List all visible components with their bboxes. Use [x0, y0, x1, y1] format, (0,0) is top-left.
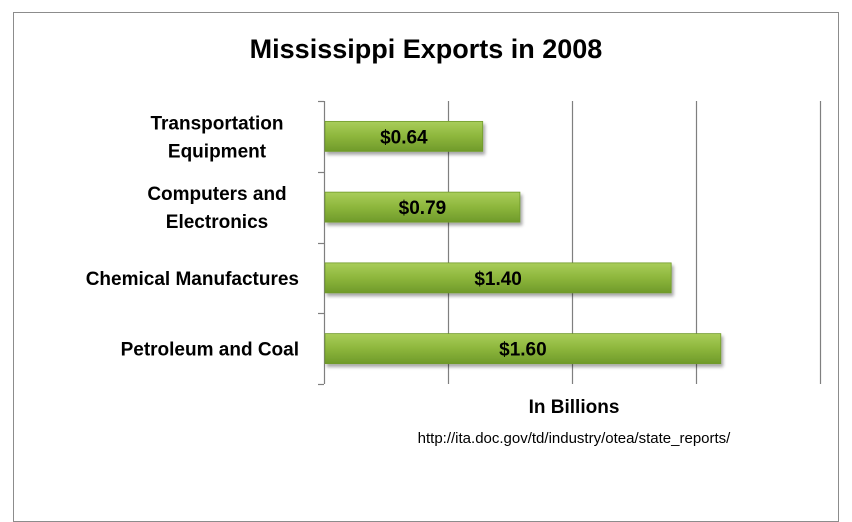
bar [324, 262, 672, 294]
category-label-line: Equipment [168, 141, 267, 162]
category-label-line: Transportation [150, 113, 283, 134]
category-label-line: Chemical Manufactures [86, 269, 299, 290]
category-label: Computers and Electronics [147, 184, 286, 233]
data-label: $0.79 [399, 198, 447, 219]
data-label: $1.40 [474, 269, 522, 290]
data-labels: $0.64 $0.79 $1.40 $1.60 [380, 127, 547, 360]
bar [324, 333, 722, 365]
category-label: Petroleum and Coal [121, 340, 299, 361]
data-label: $0.64 [380, 127, 428, 148]
category-label-line: Electronics [166, 212, 268, 233]
category-labels: Transportation Equipment Computers and Elec… [86, 113, 299, 360]
source-note: http://ita.doc.gov/td/industry/otea/stat… [417, 430, 731, 447]
chart-title: Mississippi Exports in 2008 [249, 34, 603, 64]
category-label: Transportation Equipment [150, 113, 283, 162]
category-label-line: Computers and [147, 184, 286, 205]
bars [324, 120, 722, 365]
bar-chart: Transportation Equipment Computers and Elec… [86, 100, 822, 386]
category-label: Chemical Manufactures [86, 269, 299, 290]
bar [324, 191, 521, 223]
bar [324, 120, 484, 152]
x-axis-label: In Billions [528, 397, 620, 418]
y-axis [318, 100, 326, 386]
category-label-line: Petroleum and Coal [121, 340, 299, 361]
data-label: $1.60 [499, 340, 547, 361]
